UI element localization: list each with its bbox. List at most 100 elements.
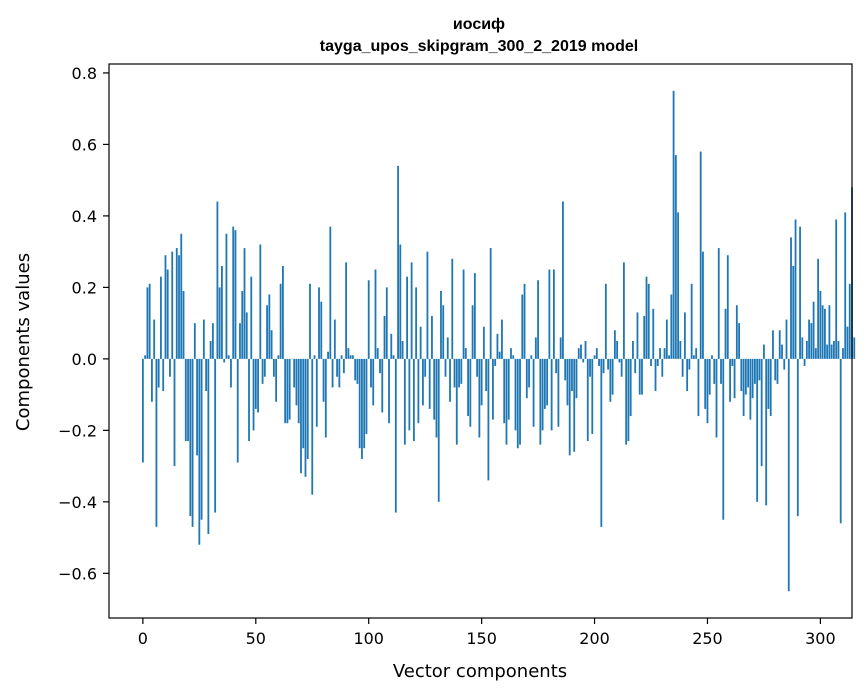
bar-195: [582, 358, 585, 363]
bar-287: [790, 237, 792, 359]
bar-163: [510, 348, 512, 359]
bar-134: [444, 358, 447, 377]
bar-315: [853, 337, 856, 359]
bar-128: [431, 315, 433, 359]
bar-46: [245, 312, 248, 359]
bar-265: [740, 358, 743, 392]
bar-217: [632, 341, 634, 359]
bar-74: [309, 283, 311, 359]
bar-280: [774, 358, 777, 381]
bar-308: [837, 341, 840, 359]
x-tick-label: 300: [805, 629, 836, 648]
bar-63: [284, 358, 287, 424]
bar-311: [844, 212, 847, 359]
bar-242: [688, 358, 691, 370]
bar-83: [329, 226, 332, 359]
bar-235: [672, 90, 675, 359]
y-tick-label: 0.8: [72, 64, 97, 83]
bar-135: [446, 337, 449, 359]
bar-56: [268, 294, 271, 359]
bar-233: [668, 355, 670, 359]
x-tick-label: 150: [466, 629, 497, 648]
bar-16: [178, 255, 180, 359]
plot-frame: [108, 63, 853, 619]
bar-156: [494, 358, 497, 367]
bar-93: [352, 355, 354, 359]
bar-310: [842, 348, 844, 359]
bar-222: [643, 315, 646, 359]
bar-283: [781, 344, 783, 359]
x-tick-label: 50: [246, 629, 266, 648]
bar-18: [182, 290, 185, 359]
bar-79: [320, 301, 323, 359]
bar-266: [742, 358, 745, 417]
bar-81: [324, 358, 327, 438]
bar-179: [546, 358, 549, 406]
bar-295: [808, 319, 810, 359]
bar-188: [566, 358, 569, 406]
bar-151: [482, 326, 485, 359]
bar-75: [311, 358, 314, 495]
bar-238: [679, 341, 682, 359]
bar-21: [189, 358, 192, 517]
bar-121: [415, 287, 418, 359]
bar-87: [338, 358, 341, 388]
bar-213: [623, 262, 625, 359]
bar-202: [598, 358, 600, 367]
bar-97: [361, 358, 363, 459]
bar-32: [214, 358, 217, 513]
bar-220: [638, 358, 641, 395]
bar-257: [722, 358, 725, 520]
bar-239: [681, 358, 684, 377]
bar-189: [568, 358, 571, 456]
bar-292: [801, 337, 804, 359]
bar-180: [548, 269, 551, 359]
bar-284: [783, 358, 786, 370]
bar-144: [467, 358, 469, 417]
bar-246: [697, 358, 700, 417]
bar-258: [724, 308, 727, 359]
bar-70: [300, 358, 302, 474]
bar-168: [521, 294, 524, 359]
bar-52: [259, 244, 262, 359]
bar-78: [318, 287, 320, 359]
bar-2: [146, 287, 149, 359]
bar-297: [812, 301, 815, 359]
bar-140: [458, 358, 460, 388]
bar-119: [410, 262, 413, 359]
bar-255: [717, 248, 720, 359]
bar-80: [322, 358, 325, 402]
bar-12: [169, 358, 171, 377]
bar-4: [151, 358, 153, 402]
bar-127: [428, 358, 431, 409]
bar-88: [340, 355, 343, 359]
bar-129: [433, 358, 436, 420]
bar-59: [275, 358, 278, 402]
bar-40: [232, 226, 235, 359]
bar-271: [753, 358, 756, 384]
bar-160: [503, 358, 506, 424]
bar-157: [496, 333, 499, 359]
bar-291: [799, 226, 801, 359]
bar-273: [758, 358, 761, 381]
bar-249: [704, 358, 707, 409]
bar-269: [749, 358, 752, 420]
bar-294: [805, 341, 808, 359]
bar-95: [356, 358, 359, 384]
bar-155: [492, 358, 494, 420]
bar-218: [634, 358, 637, 374]
bar-17: [180, 233, 183, 359]
bar-254: [715, 358, 718, 438]
bar-307: [835, 219, 838, 359]
bar-113: [397, 165, 399, 359]
bar-230: [661, 358, 664, 377]
bar-125: [424, 358, 427, 377]
bar-20: [187, 358, 189, 442]
bar-36: [223, 358, 226, 363]
bar-210: [616, 341, 619, 359]
bar-82: [327, 351, 329, 359]
x-tick-label: 0: [138, 629, 148, 648]
bar-10: [164, 255, 167, 359]
bar-108: [385, 287, 388, 359]
bar-185: [559, 337, 562, 359]
